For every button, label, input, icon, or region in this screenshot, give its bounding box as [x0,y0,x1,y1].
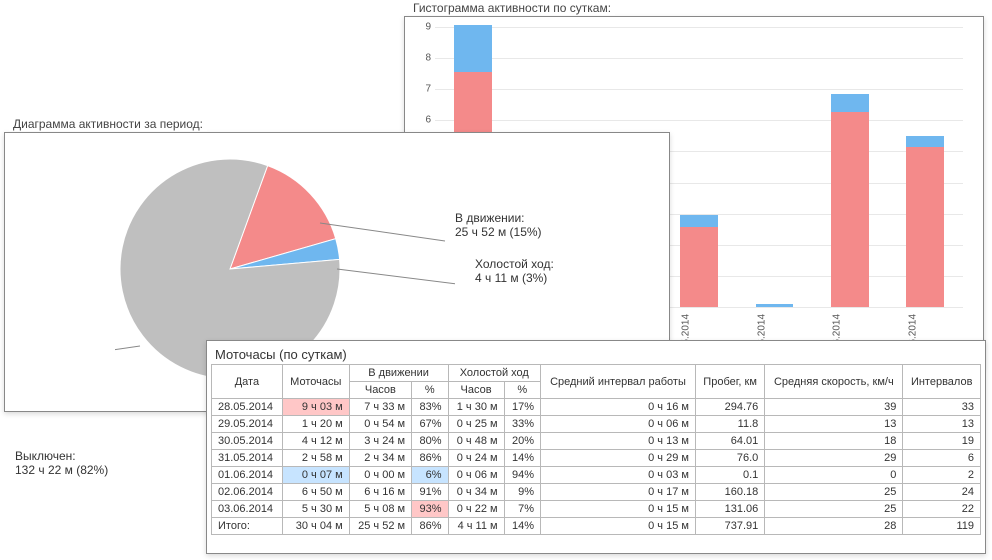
col-avg-speed: Средняя скорость, км/ч [765,365,903,399]
pie-label-idle: Холостой ход:4 ч 11 м (3%) [475,257,554,285]
col-moving-group: В движении [349,365,448,382]
histogram-bar [888,27,963,307]
table-row: 01.06.20140 ч 07 м0 ч 00 м6%0 ч 06 м94%0… [212,467,981,484]
col-idle-pct: % [504,382,540,399]
histogram-title: Гистограмма активности по суткам: [409,1,615,15]
histogram-bar [661,27,736,307]
col-moving-pct: % [412,382,448,399]
col-idle-hours: Часов [448,382,504,399]
table-panel: Моточасы (по суткам) Дата Моточасы В дви… [206,340,986,554]
motohours-table: Дата Моточасы В движении Холостой ход Ср… [211,364,981,535]
table-row: 28.05.20149 ч 03 м7 ч 33 м83%1 ч 30 м17%… [212,399,981,416]
table-row: 30.05.20144 ч 12 м3 ч 24 м80%0 ч 48 м20%… [212,433,981,450]
pie-title: Диаграмма активности за период: [9,117,207,131]
col-idle-group: Холостой ход [448,365,540,382]
table-row: 02.06.20146 ч 50 м6 ч 16 м91%0 ч 34 м9%0… [212,484,981,501]
histogram-bar [737,27,812,307]
table-row: 03.06.20145 ч 30 м5 ч 08 м93%0 ч 22 м7%0… [212,501,981,518]
col-motohours: Моточасы [282,365,349,399]
histogram-bar [812,27,887,307]
table-total-row: Итого:30 ч 04 м25 ч 52 м86%4 ч 11 м14%0 … [212,518,981,535]
col-date: Дата [212,365,283,399]
col-avg-interval: Средний интервал работы [541,365,696,399]
col-mileage: Пробег, км [695,365,764,399]
pie-label-off: Выключен:132 ч 22 м (82%) [15,449,108,477]
pie-label-moving: В движении:25 ч 52 м (15%) [455,211,542,239]
table-row: 29.05.20141 ч 20 м0 ч 54 м67%0 ч 25 м33%… [212,416,981,433]
col-intervals: Интервалов [903,365,981,399]
col-moving-hours: Часов [349,382,411,399]
table-row: 31.05.20142 ч 58 м2 ч 34 м86%0 ч 24 м14%… [212,450,981,467]
table-title: Моточасы (по суткам) [207,341,985,364]
